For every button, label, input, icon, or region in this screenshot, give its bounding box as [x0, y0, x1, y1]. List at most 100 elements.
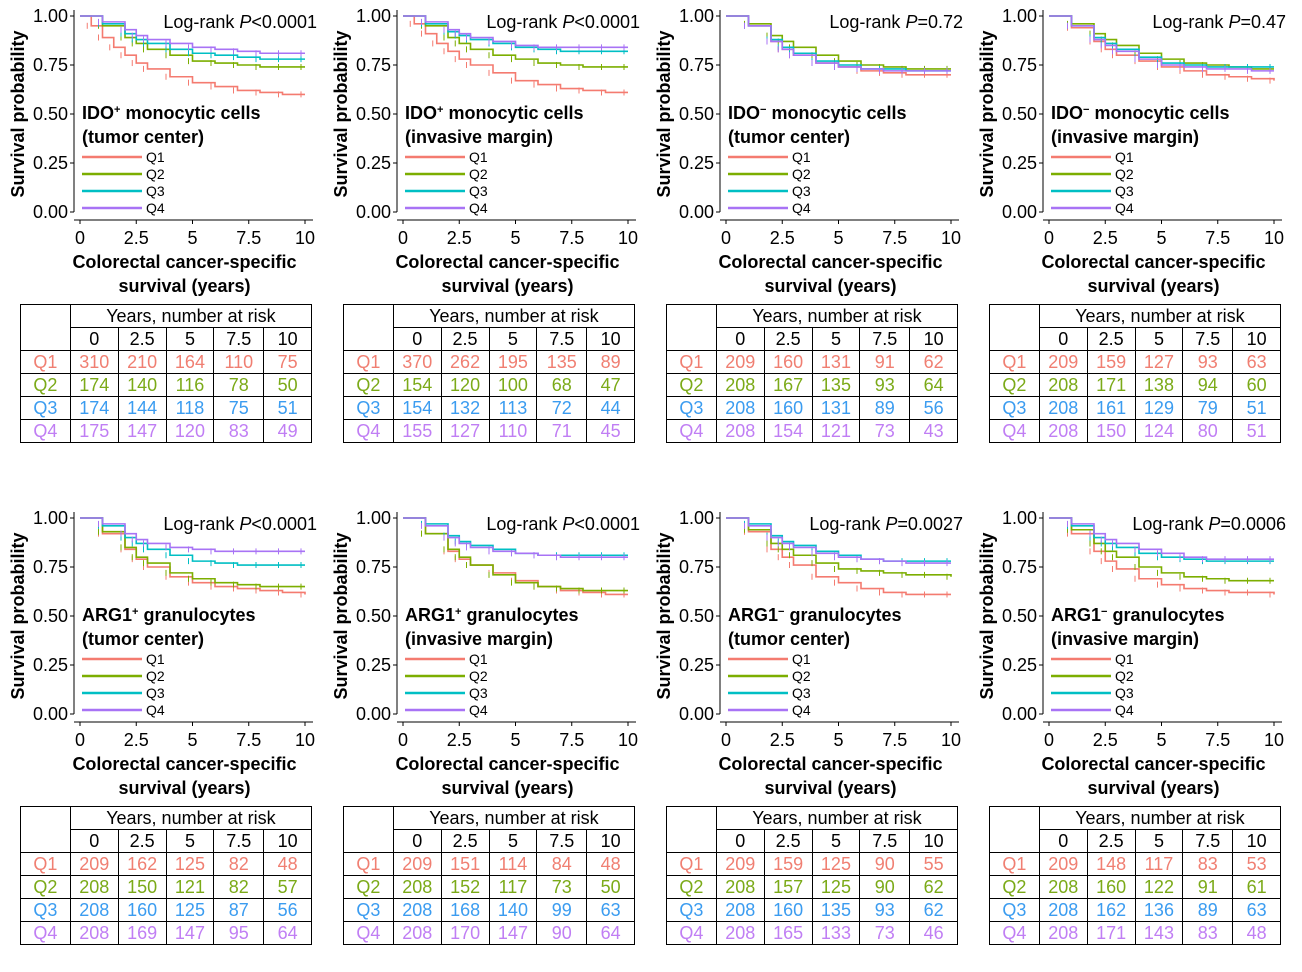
- x-tick-label: 2.5: [1093, 228, 1118, 248]
- risk-count-cell: 100: [488, 373, 538, 397]
- legend-label-q2: Q2: [1115, 668, 1134, 684]
- risk-year-header: 0: [1038, 327, 1088, 351]
- x-tick-label: 10: [295, 730, 315, 750]
- risk-count-cell: 57: [263, 875, 312, 899]
- risk-count-cell: 161: [1086, 396, 1136, 420]
- legend-label-q2: Q2: [792, 166, 811, 182]
- logrank-p-value: Log-rank P=0.72: [829, 12, 963, 32]
- chart-title-line2: (tumor center): [728, 629, 850, 649]
- risk-count-cell: 169: [117, 921, 167, 945]
- chart-title-line1: ARG1− granulocytes: [728, 605, 902, 625]
- risk-count-cell: 63: [1232, 898, 1281, 922]
- risk-count-cell: 209: [1038, 852, 1088, 876]
- risk-count-cell: 155: [392, 419, 442, 443]
- risk-year-header: 0: [69, 829, 119, 853]
- km-panel: Survival probability 0.00 0.25 0.50 0.75 1.00…: [0, 502, 322, 972]
- y-axis-label: Survival probability: [8, 30, 28, 197]
- y-tick-label: 0.75: [33, 557, 68, 577]
- risk-table-header: Years, number at risk: [392, 806, 636, 830]
- km-panel: Survival probability 0.00 0.25 0.50 0.75 1.00…: [0, 0, 322, 470]
- legend-label-q4: Q4: [1115, 200, 1134, 216]
- risk-table: Years, number at risk 0 2.5 5 7.5 10 Q1 209 159 1…: [666, 806, 959, 945]
- risk-row-label: Q2: [989, 373, 1040, 397]
- risk-table-header: Years, number at risk: [715, 806, 959, 830]
- y-tick-label: 0.50: [33, 104, 68, 124]
- risk-count-cell: 55: [909, 852, 958, 876]
- risk-year-header: 5: [811, 327, 861, 351]
- risk-count-cell: 117: [1134, 852, 1184, 876]
- risk-row-label: Q4: [666, 419, 717, 443]
- y-tick-label: 0.75: [356, 557, 391, 577]
- risk-count-cell: 83: [1182, 921, 1234, 945]
- risk-count-cell: 147: [117, 419, 167, 443]
- title-marker: IDO: [405, 103, 437, 123]
- title-superscript: −: [778, 606, 784, 618]
- title-superscript: +: [114, 104, 120, 116]
- risk-count-cell: 310: [69, 350, 119, 374]
- risk-count-cell: 125: [811, 852, 861, 876]
- y-tick-label: 1.00: [356, 508, 391, 528]
- risk-year-header: 5: [165, 829, 215, 853]
- risk-count-cell: 154: [763, 419, 813, 443]
- risk-count-cell: 208: [715, 419, 765, 443]
- legend-label-q1: Q1: [792, 651, 811, 667]
- risk-count-cell: 94: [1182, 373, 1234, 397]
- risk-count-cell: 75: [213, 396, 265, 420]
- y-tick-label: 0.75: [679, 557, 714, 577]
- title-rest: monocytic cells: [443, 103, 583, 123]
- x-tick-label: 5: [833, 228, 843, 248]
- x-axis-label-line2: survival (years): [764, 778, 896, 798]
- risk-count-cell: 72: [536, 396, 588, 420]
- title-superscript: +: [455, 606, 461, 618]
- risk-count-cell: 209: [715, 852, 765, 876]
- risk-row-label: Q2: [666, 875, 717, 899]
- legend-label-q4: Q4: [469, 200, 488, 216]
- risk-table-header: Years, number at risk: [69, 806, 313, 830]
- risk-row-label: Q2: [343, 373, 394, 397]
- risk-count-cell: 208: [69, 875, 119, 899]
- y-tick-label: 0.50: [356, 104, 391, 124]
- x-tick-label: 0: [398, 228, 408, 248]
- risk-count-cell: 208: [1038, 921, 1088, 945]
- title-superscript: −: [1101, 606, 1107, 618]
- x-tick-label: 7.5: [1205, 228, 1230, 248]
- risk-count-cell: 82: [213, 852, 265, 876]
- y-tick-label: 1.00: [1002, 508, 1037, 528]
- y-tick-label: 0.50: [679, 606, 714, 626]
- y-axis-label: Survival probability: [977, 532, 997, 699]
- risk-count-cell: 159: [1086, 350, 1136, 374]
- km-panel: Survival probability 0.00 0.25 0.50 0.75 1.00…: [969, 502, 1291, 972]
- risk-count-cell: 162: [1086, 898, 1136, 922]
- risk-count-cell: 95: [213, 921, 265, 945]
- risk-count-cell: 120: [440, 373, 490, 397]
- risk-count-cell: 133: [811, 921, 861, 945]
- legend-label-q3: Q3: [469, 183, 488, 199]
- x-axis-label-line2: survival (years): [118, 778, 250, 798]
- risk-row-label: Q4: [989, 921, 1040, 945]
- risk-count-cell: 73: [859, 921, 911, 945]
- title-rest: monocytic cells: [766, 103, 906, 123]
- risk-year-header: 2.5: [440, 829, 490, 853]
- risk-count-cell: 90: [859, 875, 911, 899]
- legend-label-q1: Q1: [146, 651, 165, 667]
- risk-count-cell: 132: [440, 396, 490, 420]
- risk-row-label: Q3: [343, 898, 394, 922]
- legend-label-q2: Q2: [792, 668, 811, 684]
- risk-count-cell: 91: [1182, 875, 1234, 899]
- x-axis-label-line1: Colorectal cancer-specific: [718, 754, 942, 774]
- risk-count-cell: 150: [1086, 419, 1136, 443]
- x-tick-label: 2.5: [770, 730, 795, 750]
- risk-count-cell: 78: [213, 373, 265, 397]
- risk-count-cell: 56: [909, 396, 958, 420]
- y-tick-label: 0.00: [33, 704, 68, 724]
- legend-label-q4: Q4: [146, 200, 165, 216]
- legend-label-q1: Q1: [469, 149, 488, 165]
- risk-count-cell: 160: [763, 898, 813, 922]
- risk-table-header: Years, number at risk: [1038, 806, 1282, 830]
- p-suffix: <0.0001: [251, 514, 317, 534]
- risk-count-cell: 93: [1182, 350, 1234, 374]
- p-prefix: Log-rank: [829, 12, 905, 32]
- p-suffix: =0.47: [1240, 12, 1286, 32]
- legend-label-q4: Q4: [146, 702, 165, 718]
